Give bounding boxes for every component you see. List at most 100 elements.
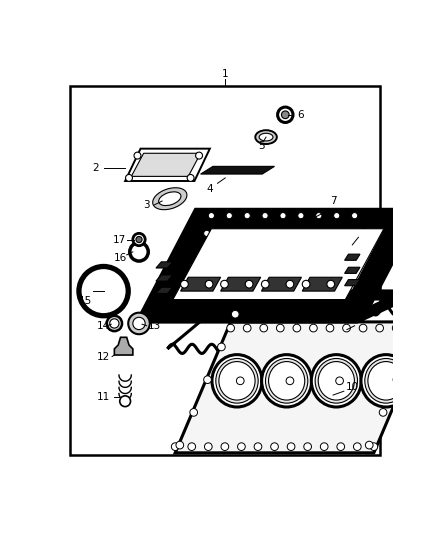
Ellipse shape	[361, 354, 411, 407]
Ellipse shape	[261, 354, 312, 407]
Text: 5: 5	[258, 141, 265, 151]
Text: 17: 17	[113, 235, 126, 245]
Text: 12: 12	[97, 352, 110, 361]
Circle shape	[134, 152, 141, 159]
Circle shape	[128, 313, 150, 334]
Text: 4: 4	[207, 184, 213, 193]
Ellipse shape	[219, 361, 255, 400]
Circle shape	[393, 376, 401, 384]
Circle shape	[176, 441, 184, 449]
Circle shape	[110, 319, 119, 328]
Circle shape	[208, 213, 215, 219]
Circle shape	[205, 280, 213, 288]
Text: 7: 7	[330, 196, 336, 206]
Polygon shape	[173, 229, 384, 300]
Circle shape	[245, 280, 253, 288]
Circle shape	[262, 213, 268, 219]
Text: 1: 1	[222, 69, 229, 79]
Polygon shape	[131, 154, 201, 176]
Polygon shape	[125, 149, 210, 181]
Circle shape	[275, 230, 281, 237]
Circle shape	[392, 324, 400, 332]
Circle shape	[133, 317, 145, 329]
Circle shape	[244, 324, 251, 332]
Circle shape	[107, 316, 122, 331]
Ellipse shape	[368, 361, 404, 400]
Text: 8: 8	[359, 221, 366, 231]
Circle shape	[221, 280, 228, 288]
Circle shape	[221, 443, 229, 450]
Polygon shape	[167, 306, 410, 353]
Circle shape	[196, 152, 202, 159]
Circle shape	[304, 443, 311, 450]
Circle shape	[316, 213, 322, 219]
Circle shape	[260, 324, 268, 332]
Ellipse shape	[265, 359, 308, 403]
Circle shape	[278, 107, 293, 123]
Text: 3: 3	[143, 200, 150, 210]
Circle shape	[187, 174, 194, 181]
Circle shape	[298, 213, 304, 219]
Polygon shape	[156, 220, 403, 309]
Circle shape	[227, 324, 234, 332]
Circle shape	[352, 213, 358, 219]
Circle shape	[204, 230, 210, 237]
Circle shape	[239, 230, 245, 237]
Text: 6: 6	[297, 110, 304, 120]
Ellipse shape	[212, 354, 262, 407]
Text: 2: 2	[92, 163, 99, 173]
Circle shape	[293, 324, 301, 332]
Ellipse shape	[315, 359, 357, 403]
Circle shape	[130, 243, 148, 261]
Circle shape	[286, 280, 294, 288]
Circle shape	[136, 237, 142, 243]
Circle shape	[421, 310, 428, 318]
Circle shape	[276, 324, 284, 332]
Polygon shape	[201, 166, 275, 174]
Circle shape	[365, 441, 373, 449]
Circle shape	[320, 443, 328, 450]
Circle shape	[370, 443, 378, 450]
Ellipse shape	[365, 359, 407, 403]
Text: 13: 13	[148, 321, 161, 331]
Circle shape	[231, 310, 239, 318]
Circle shape	[226, 213, 233, 219]
Polygon shape	[175, 322, 429, 453]
Circle shape	[120, 396, 131, 407]
Polygon shape	[156, 275, 173, 281]
Circle shape	[282, 111, 289, 119]
Ellipse shape	[318, 361, 354, 400]
Circle shape	[280, 213, 286, 219]
Ellipse shape	[259, 133, 273, 141]
Ellipse shape	[237, 377, 244, 385]
Circle shape	[343, 324, 350, 332]
Polygon shape	[114, 337, 133, 355]
Ellipse shape	[311, 354, 361, 407]
Circle shape	[133, 233, 145, 246]
Ellipse shape	[336, 377, 343, 385]
Circle shape	[346, 230, 352, 237]
Ellipse shape	[268, 361, 305, 400]
Circle shape	[180, 280, 188, 288]
Circle shape	[376, 324, 384, 332]
Circle shape	[407, 343, 415, 351]
Circle shape	[271, 443, 279, 450]
Circle shape	[359, 324, 367, 332]
Circle shape	[237, 443, 245, 450]
Circle shape	[218, 343, 225, 351]
Text: 10: 10	[346, 382, 359, 392]
Circle shape	[292, 230, 298, 237]
Polygon shape	[221, 277, 261, 291]
Circle shape	[409, 324, 417, 332]
Polygon shape	[206, 213, 396, 235]
Circle shape	[328, 230, 334, 237]
Polygon shape	[261, 277, 301, 291]
Circle shape	[353, 443, 361, 450]
Circle shape	[425, 324, 433, 332]
Circle shape	[254, 443, 262, 450]
Circle shape	[337, 443, 345, 450]
Text: 15: 15	[78, 296, 92, 306]
Text: 9: 9	[359, 313, 366, 323]
Ellipse shape	[286, 377, 294, 385]
Circle shape	[287, 443, 295, 450]
